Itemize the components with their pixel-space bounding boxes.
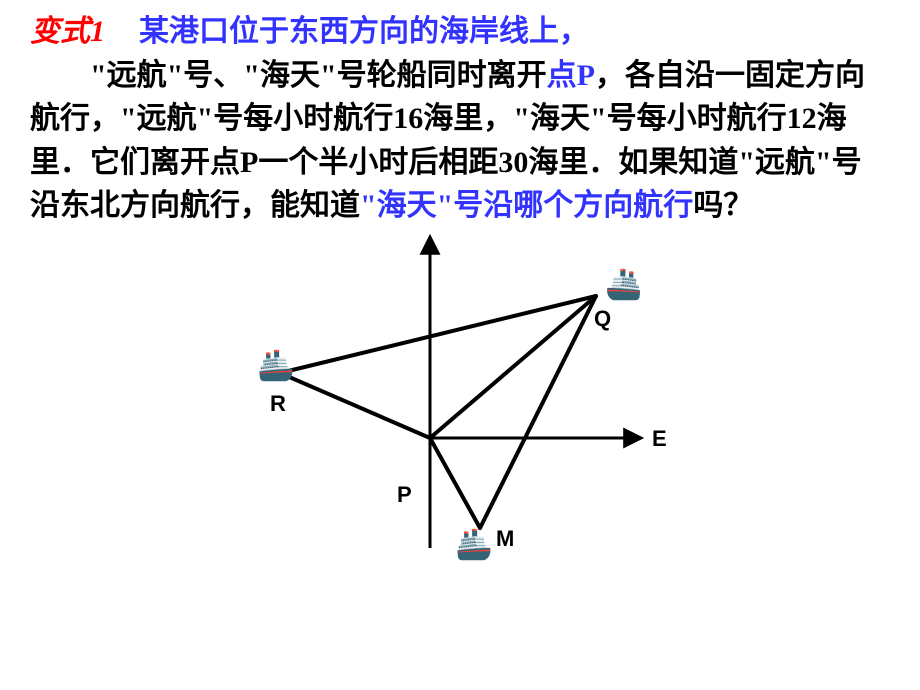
problem-content: 变式1 某港口位于东西方向的海岸线上， "远航"号、"海天"号轮船同时离开点P，… xyxy=(0,0,920,228)
point-labels: E P Q R M xyxy=(270,306,667,551)
svg-text:E: E xyxy=(652,426,667,451)
body-seg-1: "远航"号、"海天"号轮船同时离开 xyxy=(90,59,547,92)
ship-icons: 🚢 🚢 🚢 xyxy=(257,268,642,561)
svg-text:R: R xyxy=(270,391,286,416)
svg-text:🚢: 🚢 xyxy=(257,349,294,382)
svg-text:P: P xyxy=(397,482,412,507)
svg-text:M: M xyxy=(496,526,514,551)
svg-text:Q: Q xyxy=(594,306,611,331)
variant-label: 变式1 xyxy=(30,15,105,48)
diagram-container: E P Q R M 🚢 🚢 🚢 xyxy=(0,218,920,578)
title-text: 某港口位于东西方向的海岸线上， xyxy=(139,15,589,48)
title-line: 变式1 某港口位于东西方向的海岸线上， xyxy=(30,10,890,54)
point-p-ref: 点P xyxy=(547,59,595,92)
coordinate-diagram: E P Q R M 🚢 🚢 🚢 xyxy=(210,218,710,578)
svg-text:🚢: 🚢 xyxy=(605,268,642,301)
problem-body: "远航"号、"海天"号轮船同时离开点P，各自沿一固定方向航行，"远航"号每小时航… xyxy=(30,54,890,228)
svg-text:🚢: 🚢 xyxy=(455,528,492,561)
triangle-shapes xyxy=(280,296,596,528)
